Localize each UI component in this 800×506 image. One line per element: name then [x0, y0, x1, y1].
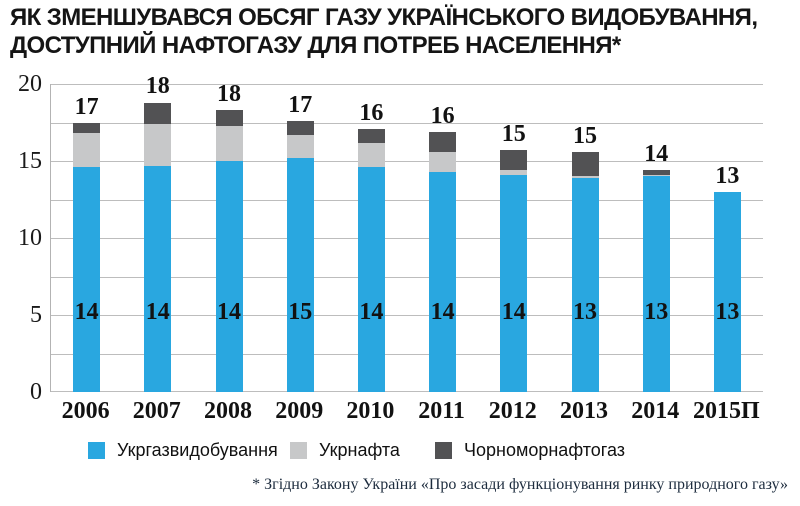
- bar-segment-ukrgazvydobuvannia: [500, 174, 528, 392]
- bar-total-label: 17: [74, 93, 99, 120]
- bar-total-label: 15: [573, 122, 597, 149]
- x-tick-label-2014: 2014: [631, 398, 680, 424]
- gridline: [51, 276, 763, 278]
- bar-total-label: 14: [644, 141, 669, 168]
- bar-segment-ukrgazvydobuvannia: [215, 161, 243, 392]
- bar-segment-chornomornaftogaz: [429, 131, 457, 152]
- gridline: [51, 84, 763, 85]
- bar-segment-ukrgazvydobuvannia: [357, 167, 385, 392]
- y-tick-label: 20: [18, 71, 42, 97]
- bar-2008: 18 14: [215, 81, 243, 392]
- bar-segment-ukrgazvydobuvannia: [713, 191, 741, 392]
- bar-2011: 16 14: [429, 84, 457, 392]
- legend-swatch-icon: [88, 441, 105, 459]
- bar-segment-ukrnafta: [144, 124, 172, 166]
- x-tick-label-2006: 2006: [61, 398, 110, 424]
- gridline: [51, 238, 763, 239]
- chart-plot-area: 17 14 18 14 18 14 17 15 16 14 16 14 15 14 15 13 14 13 13 13: [50, 73, 763, 392]
- bar-total-label: 16: [430, 102, 455, 129]
- legend-label: Чорноморнафтогаз: [464, 440, 626, 460]
- footnote: * Згідно Закону України «Про засади функ…: [252, 476, 788, 493]
- bar-2010: 16 14: [357, 84, 385, 392]
- bar-segment-chornomornaftogaz: [73, 122, 101, 134]
- x-tick-label-2007: 2007: [132, 398, 181, 424]
- y-tick-label: 0: [30, 379, 42, 405]
- x-tick-label-2012: 2012: [488, 398, 537, 424]
- legend-swatch-icon: [435, 441, 452, 459]
- bar-segment-ukrgazvydobuvannia: [571, 177, 599, 392]
- x-tick-label-2013: 2013: [560, 398, 608, 424]
- legend-label: Укрнафта: [319, 440, 400, 460]
- bar-segment-ukrgazvydobuvannia: [144, 165, 172, 392]
- gridline: [51, 391, 763, 392]
- bar-2015П: 13 13: [713, 84, 741, 392]
- bar-total-label: 16: [359, 99, 384, 126]
- bar-2007: 18 14: [144, 73, 172, 392]
- bar-2009: 17 15: [286, 84, 314, 392]
- x-tick-label-2011: 2011: [418, 398, 465, 424]
- legend-item-ukrnafta: Укрнафта: [290, 438, 400, 462]
- bar-total-label: 17: [288, 91, 313, 118]
- bar-total-label: 15: [501, 121, 526, 148]
- bar-inner-label: 14: [501, 298, 526, 325]
- bar-segment-ukrnafta: [215, 125, 243, 161]
- gridline: [51, 199, 763, 201]
- bar-segment-ukrgazvydobuvannia: [429, 171, 457, 392]
- gridline: [51, 122, 763, 124]
- chart-title-line1: ЯК ЗМЕНШУВАВСЯ ОБСЯГ ГАЗУ УКРАЇНСЬКОГО В…: [10, 4, 758, 31]
- x-tick-label-2009: 2009: [275, 398, 324, 424]
- legend-label: Укргазвидобування: [117, 440, 278, 460]
- bar-2014: 14 13: [642, 84, 670, 392]
- bar-segment-chornomornaftogaz: [357, 128, 385, 143]
- bar-segment-ukrnafta: [571, 176, 599, 178]
- bar-segment-chornomornaftogaz: [215, 110, 243, 126]
- bar-segment-ukrnafta: [429, 151, 457, 172]
- bar-segment-chornomornaftogaz: [500, 150, 528, 171]
- bar-2012: 15 14: [500, 84, 528, 392]
- y-tick-label: 10: [18, 225, 42, 251]
- gridline: [51, 353, 763, 355]
- bar-segment-ukrnafta: [286, 134, 314, 158]
- bar-2006: 17 14: [73, 84, 101, 392]
- bar-segment-ukrnafta: [500, 170, 528, 175]
- bar-segment-ukrgazvydobuvannia: [73, 167, 101, 392]
- bar-2013: 15 13: [571, 84, 599, 392]
- legend-swatch-icon: [290, 441, 307, 459]
- x-tick-label-2015П: 2015П: [693, 398, 760, 424]
- bar-inner-label: 13: [715, 298, 740, 325]
- bar-segment-chornomornaftogaz: [144, 102, 172, 125]
- bar-inner-label: 14: [217, 298, 241, 325]
- bar-inner-label: 14: [74, 298, 99, 325]
- bar-segment-ukrnafta: [357, 142, 385, 168]
- y-tick-label: 15: [18, 148, 42, 174]
- legend-item-chornomornaftogaz: Чорноморнафтогаз: [435, 438, 625, 462]
- bar-segment-chornomornaftogaz: [642, 170, 670, 175]
- gridline: [51, 315, 763, 316]
- bar-inner-label: 13: [573, 298, 597, 325]
- bar-inner-label: 14: [430, 298, 455, 325]
- bar-segment-ukrgazvydobuvannia: [642, 176, 670, 392]
- bar-inner-label: 14: [145, 298, 170, 325]
- bar-inner-label: 14: [359, 298, 384, 325]
- bar-segment-chornomornaftogaz: [286, 120, 314, 135]
- chart-legend: Укргазвидобування Укрнафта Чорноморнафтога…: [0, 438, 800, 462]
- bar-segment-ukrgazvydobuvannia: [286, 157, 314, 392]
- y-tick-label: 5: [30, 302, 42, 328]
- bar-total-label: 18: [217, 81, 241, 108]
- x-tick-label-2010: 2010: [346, 398, 395, 424]
- gridline: [51, 161, 763, 162]
- bar-total-label: 18: [145, 73, 170, 100]
- bar-inner-label: 13: [644, 298, 669, 325]
- bar-total-label: 13: [715, 162, 740, 189]
- bar-segment-ukrnafta: [642, 174, 670, 177]
- x-tick-label-2008: 2008: [204, 398, 252, 424]
- bar-inner-label: 15: [288, 298, 313, 325]
- chart-title-line2: ДОСТУПНИЙ НАФТОГАЗУ ДЛЯ ПОТРЕБ НАСЕЛЕННЯ…: [10, 32, 621, 59]
- bar-segment-chornomornaftogaz: [571, 151, 599, 177]
- chart-title: ЯК ЗМЕНШУВАВСЯ ОБСЯГ ГАЗУ УКРАЇНСЬКОГО В…: [10, 4, 758, 60]
- bar-segment-ukrnafta: [73, 133, 101, 168]
- legend-item-ukrgazvydobuvannia: Укргазвидобування: [88, 438, 278, 462]
